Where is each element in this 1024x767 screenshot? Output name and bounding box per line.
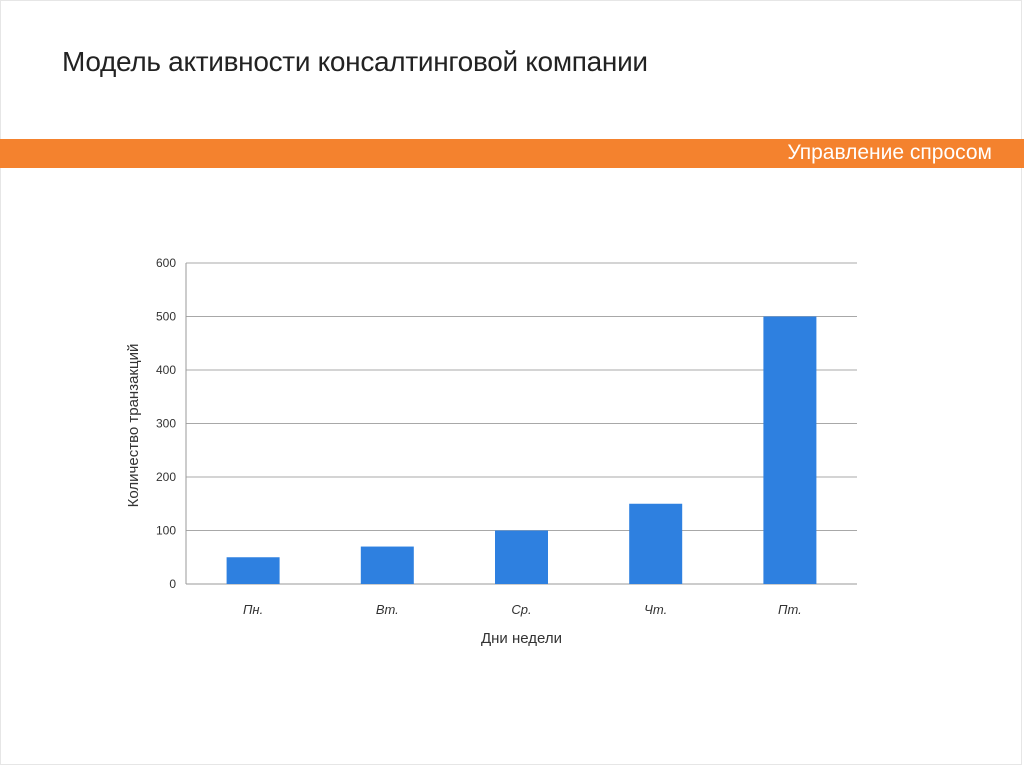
bars (226, 316, 817, 584)
y-tick-label: 0 (169, 577, 176, 591)
bar-2 (495, 530, 548, 584)
y-tick-label: 200 (156, 470, 176, 484)
y-tick-label: 600 (156, 256, 176, 270)
x-tick-label: Чт. (644, 602, 667, 617)
bar-1 (360, 546, 414, 584)
y-tick-label: 400 (156, 363, 176, 377)
x-tick-label: Пн. (243, 602, 263, 617)
section-band: Управление спросом (0, 139, 1024, 168)
y-tick-labels: 0 100 200 300 400 500 600 (156, 256, 176, 591)
y-axis-title: Количество транзакций (125, 344, 142, 508)
bar-4 (763, 316, 817, 584)
x-tick-label: Вт. (376, 602, 399, 617)
bar-0 (226, 557, 280, 584)
x-tick-label: Ср. (511, 602, 531, 617)
bar-3 (629, 503, 683, 584)
section-label: Управление спросом (787, 141, 992, 164)
y-tick-label: 500 (156, 310, 176, 324)
x-axis-title: Дни недели (481, 630, 562, 647)
slide-title: Модель активности консалтинговой компани… (62, 46, 648, 77)
x-tick-labels: Пн. Вт. Ср. Чт. Пт. (243, 602, 802, 617)
x-tick-label: Пт. (778, 602, 802, 617)
y-tick-label: 100 (156, 524, 176, 538)
y-tick-label: 300 (156, 417, 176, 431)
grid-lines (185, 262, 857, 585)
